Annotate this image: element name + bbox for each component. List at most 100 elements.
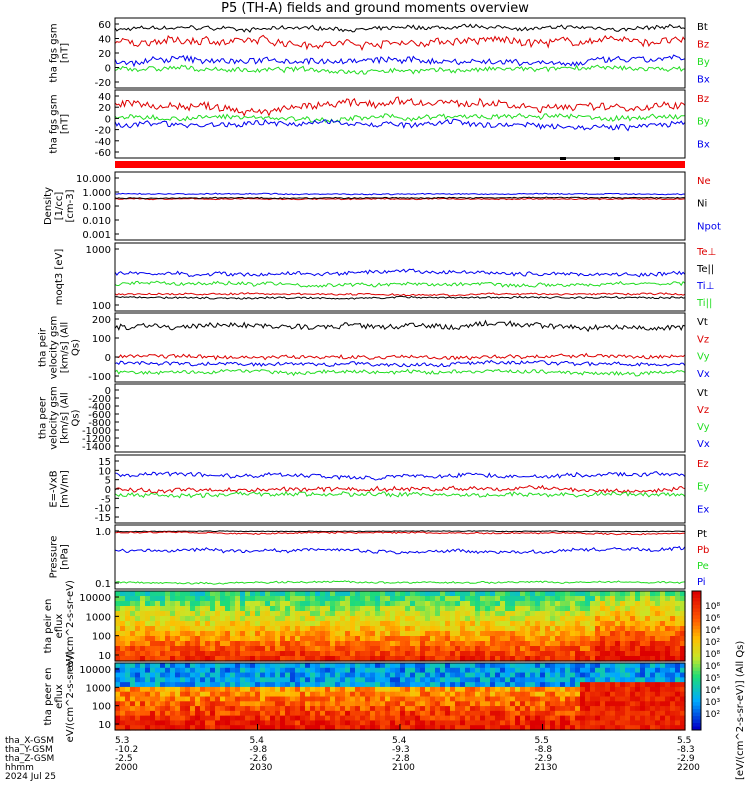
heatmap-cell: [330, 626, 336, 632]
heatmap-cell: [395, 710, 401, 717]
heatmap-cell: [490, 641, 496, 647]
heatmap-cell: [620, 621, 626, 627]
heatmap-cell: [370, 656, 376, 662]
heatmap-cell: [300, 591, 306, 597]
heatmap-cell: [300, 641, 306, 647]
heatmap-cell: [425, 682, 431, 688]
heatmap-cell: [515, 621, 521, 627]
heatmap-cell: [215, 667, 221, 674]
heatmap-cell: [130, 621, 136, 627]
heatmap-cell: [220, 725, 226, 731]
heatmap-cell: [370, 651, 376, 657]
heatmap-cell: [490, 677, 496, 683]
heatmap-cell: [320, 596, 326, 602]
heatmap-cell: [505, 646, 511, 652]
heatmap-cell: [240, 596, 246, 602]
heatmap-cell: [380, 626, 386, 632]
heatmap-cell: [625, 710, 631, 717]
panel-2-ytick: 10.000: [76, 174, 111, 185]
heatmap-cell: [210, 663, 216, 669]
heatmap-cell: [500, 611, 506, 617]
heatmap-cell: [115, 710, 121, 717]
heatmap-cell: [375, 686, 381, 693]
heatmap-cell: [205, 646, 211, 652]
heatmap-cell: [475, 696, 481, 702]
colorbar-cell: [692, 716, 701, 721]
heatmap-cell: [460, 667, 466, 674]
heatmap-cell: [375, 616, 381, 622]
heatmap-cell: [210, 601, 216, 607]
heatmap-cell: [565, 686, 571, 693]
heatmap-cell: [130, 696, 136, 702]
heatmap-cell: [355, 626, 361, 632]
heatmap-cell: [500, 591, 506, 597]
heatmap-cell: [270, 606, 276, 612]
heatmap-cell: [560, 682, 566, 688]
colorbar-cell: [692, 657, 701, 661]
heatmap-cell: [235, 686, 241, 693]
heatmap-cell: [285, 686, 291, 693]
heatmap-cell: [230, 596, 236, 602]
heatmap-cell: [190, 686, 196, 693]
heatmap-cell: [135, 672, 141, 678]
heatmap-cell: [255, 636, 261, 642]
heatmap-cell: [240, 646, 246, 652]
heatmap-cell: [545, 631, 551, 637]
heatmap-cell: [390, 606, 396, 612]
heatmap-cell: [200, 686, 206, 693]
heatmap-cell: [400, 641, 406, 647]
heatmap-cell: [500, 706, 506, 712]
heatmap-cell: [190, 621, 196, 627]
heatmap-cell: [360, 686, 366, 693]
heatmap-cell: [205, 686, 211, 693]
heatmap-cell: [435, 677, 441, 683]
heatmap-cell: [345, 682, 351, 688]
heatmap-cell: [270, 611, 276, 617]
heatmap-cell: [145, 710, 151, 717]
heatmap-cell: [495, 691, 501, 698]
heatmap-cell: [170, 636, 176, 642]
heatmap-cell: [305, 667, 311, 674]
heatmap-cell: [630, 725, 636, 731]
heatmap-cell: [465, 621, 471, 627]
heatmap-cell: [220, 631, 226, 637]
heatmap-cell: [220, 591, 226, 597]
heatmap-cell: [435, 656, 441, 662]
heatmap-cell: [360, 725, 366, 731]
heatmap-cell: [250, 596, 256, 602]
heatmap-cell: [170, 663, 176, 669]
heatmap-cell: [125, 667, 131, 674]
heatmap-cell: [630, 626, 636, 632]
heatmap-cell: [415, 631, 421, 637]
heatmap-cell: [465, 651, 471, 657]
heatmap-cell: [430, 631, 436, 637]
heatmap-cell: [600, 686, 606, 693]
heatmap-cell: [580, 621, 586, 627]
heatmap-cell: [550, 725, 556, 731]
heatmap-cell: [450, 701, 456, 707]
colorbar-cell: [692, 684, 701, 689]
heatmap-cell: [440, 682, 446, 688]
heatmap-cell: [335, 686, 341, 693]
legend-By: By: [697, 117, 710, 128]
heatmap-cell: [455, 631, 461, 637]
heatmap-cell: [490, 691, 496, 698]
heatmap-cell: [600, 591, 606, 597]
heatmap-cell: [230, 651, 236, 657]
heatmap-cell: [475, 656, 481, 662]
heatmap-cell: [590, 601, 596, 607]
heatmap-cell: [300, 606, 306, 612]
heatmap-cell: [395, 651, 401, 657]
heatmap-cell: [265, 621, 271, 627]
heatmap-cell: [265, 606, 271, 612]
heatmap-cell: [570, 696, 576, 702]
heatmap-cell: [350, 682, 356, 688]
panel-6-frame: [114, 454, 686, 524]
heatmap-cell: [160, 701, 166, 707]
heatmap-cell: [460, 706, 466, 712]
panel-4-ytick: 200: [92, 315, 111, 326]
heatmap-cell: [520, 706, 526, 712]
heatmap-cell: [505, 631, 511, 637]
heatmap-cell: [395, 611, 401, 617]
heatmap-cell: [460, 626, 466, 632]
